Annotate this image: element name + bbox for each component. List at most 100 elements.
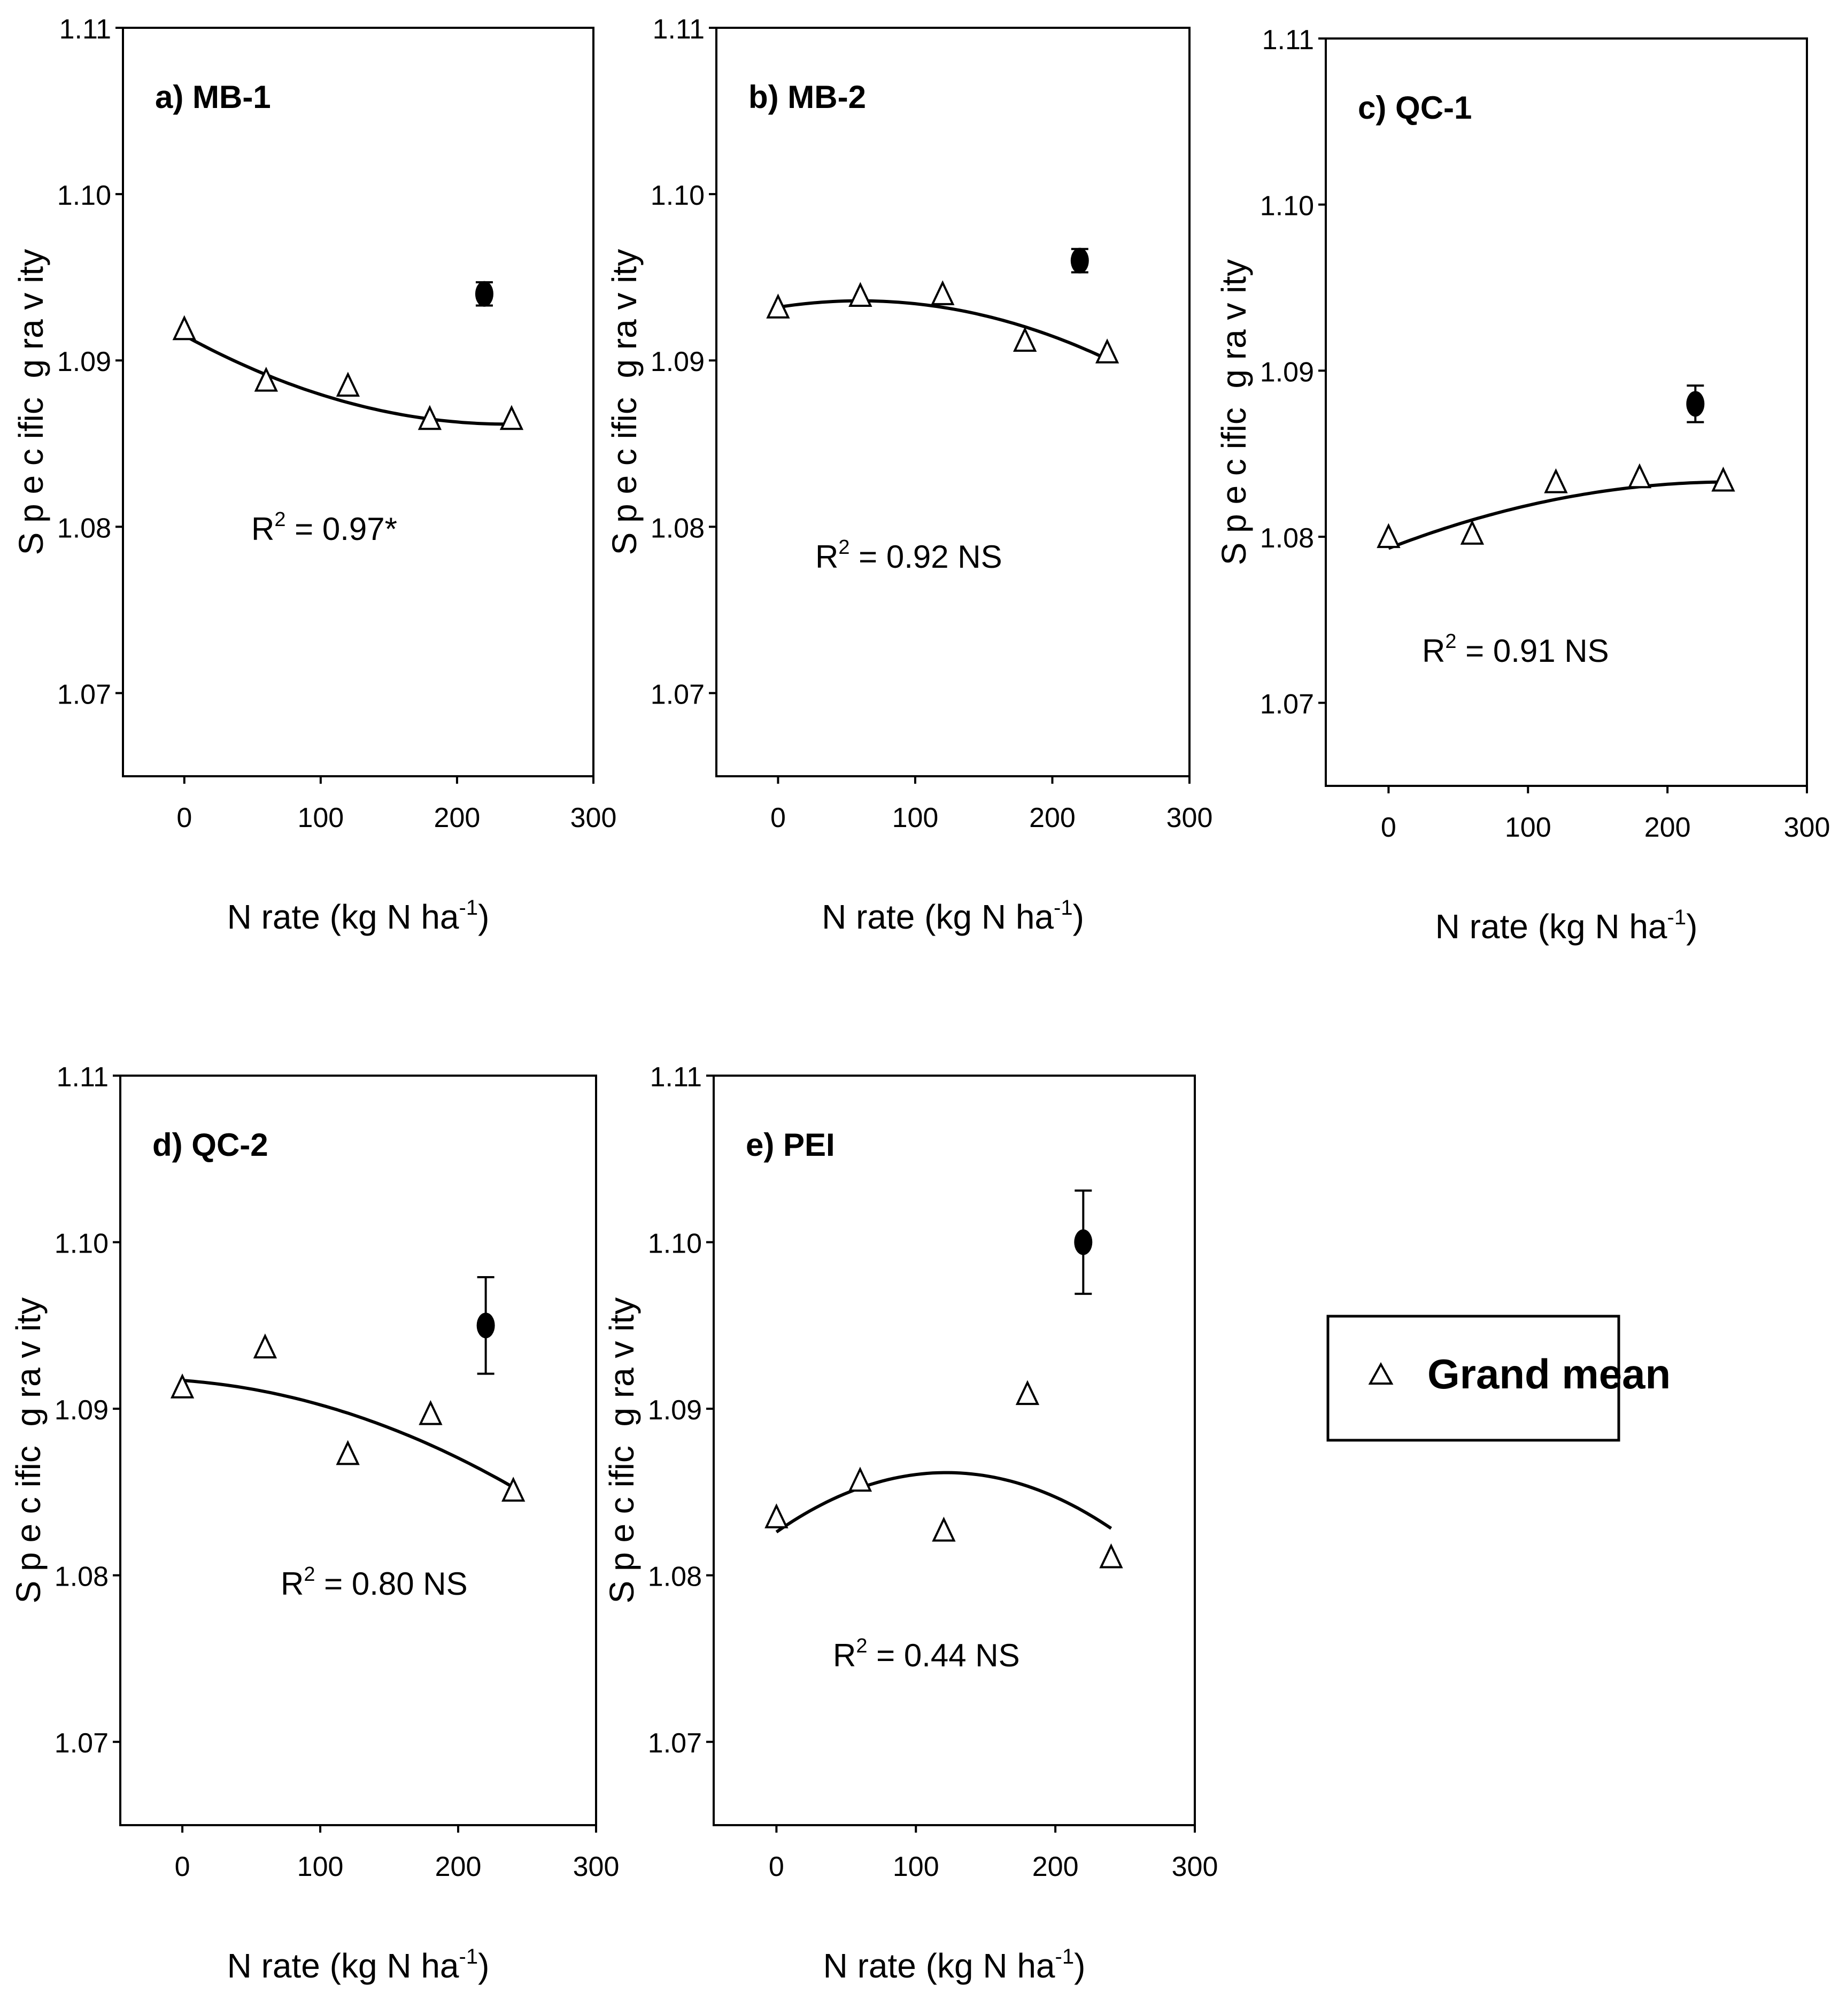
x-axis-label: N rate (kg N ha-1) (1435, 906, 1698, 946)
fit-curve (182, 1379, 514, 1489)
x-tick-label: 100 (1505, 812, 1551, 843)
plot-frame (1325, 37, 1808, 787)
x-axis-label: N rate (kg N ha-1) (822, 896, 1084, 936)
control-point (1074, 1229, 1093, 1255)
y-axis-label: S p e c ific g ra v ity (9, 1297, 48, 1604)
y-tick-label: 1.10 (55, 1229, 109, 1260)
y-tick-label: 1.10 (1260, 191, 1314, 222)
data-point-triangle (254, 367, 278, 392)
data-point-triangle (848, 282, 872, 307)
y-tick-label: 1.08 (57, 513, 111, 544)
x-tick-label: 300 (570, 802, 617, 833)
data-point-triangle (1013, 327, 1037, 352)
data-point-triangle (253, 1333, 277, 1358)
x-tick-label: 0 (1381, 812, 1396, 843)
y-tick-label: 1.10 (651, 180, 705, 211)
control-point (476, 1312, 495, 1339)
y-tick-label: 1.08 (651, 513, 705, 544)
panel-title: a) MB-1 (155, 79, 271, 115)
legend-box (1326, 1315, 1620, 1442)
y-tick-label: 1.11 (57, 1062, 109, 1093)
y-tick-label: 1.11 (1262, 25, 1314, 56)
data-point-triangle (764, 1503, 789, 1528)
data-point-triangle (501, 1477, 526, 1502)
panel-title: d) QC-2 (152, 1127, 268, 1163)
x-tick-label: 200 (1029, 802, 1076, 833)
y-tick-label: 1.09 (648, 1395, 702, 1426)
y-tick-label: 1.07 (57, 679, 111, 710)
r2-annotation: R2 = 0.44 NS (833, 1635, 1020, 1673)
data-point-triangle (1099, 1543, 1123, 1569)
y-tick-label: 1.08 (1260, 523, 1314, 554)
data-point-triangle (336, 372, 360, 397)
y-tick-label: 1.07 (1260, 689, 1314, 720)
data-point-triangle (1377, 523, 1401, 549)
y-tick-label: 1.09 (651, 346, 705, 377)
data-point-triangle (1544, 468, 1568, 493)
r2-annotation: R2 = 0.80 NS (281, 1563, 468, 1602)
data-point-triangle (419, 1400, 443, 1425)
data-point-triangle (1095, 338, 1119, 364)
data-point-triangle (1711, 466, 1735, 492)
x-tick-label: 100 (893, 1851, 939, 1882)
y-tick-label: 1.07 (55, 1728, 109, 1759)
y-tick-label: 1.11 (650, 1062, 702, 1093)
y-axis-label: S p e c ific g ra v ity (605, 249, 644, 555)
data-point-triangle (848, 1466, 872, 1492)
x-tick-label: 200 (1644, 812, 1691, 843)
x-axis-label: N rate (kg N ha-1) (227, 1945, 490, 1985)
y-tick-label: 1.10 (648, 1229, 702, 1260)
data-point-triangle (932, 1516, 956, 1542)
fit-curve (777, 299, 1108, 361)
data-point-triangle (418, 405, 442, 430)
y-axis-label: S p e c ific g ra v ity (602, 1297, 641, 1604)
legend-label: Grand mean (1427, 1350, 1671, 1397)
x-tick-label: 300 (1172, 1851, 1218, 1882)
x-tick-label: 100 (297, 802, 344, 833)
y-tick-label: 1.11 (59, 14, 111, 45)
x-tick-label: 300 (1166, 802, 1213, 833)
r2-annotation: R2 = 0.97* (251, 508, 397, 547)
plot-frame (713, 1075, 1196, 1826)
y-tick-label: 1.09 (55, 1395, 109, 1426)
plot-frame (119, 1075, 597, 1826)
x-tick-label: 200 (1032, 1851, 1079, 1882)
plot-frame (122, 27, 594, 777)
r2-annotation: R2 = 0.91 NS (1422, 630, 1609, 669)
data-point-triangle (1460, 520, 1485, 545)
chart-panel: 1.07 1.08 1.09 1.10 1.11 0 100 200 300 N rate (kg… (1215, 25, 1830, 946)
x-axis-label: N rate (kg N ha-1) (823, 1945, 1086, 1985)
control-point (1070, 248, 1089, 274)
y-tick-label: 1.10 (57, 180, 111, 211)
y-tick-label: 1.09 (57, 346, 111, 377)
x-tick-label: 0 (769, 1851, 784, 1882)
y-axis-label: S p e c ific g ra v ity (12, 249, 50, 555)
x-tick-label: 100 (892, 802, 939, 833)
y-tick-label: 1.07 (651, 679, 705, 710)
x-axis-label: N rate (kg N ha-1) (227, 896, 490, 936)
chart-panel: 1.07 1.08 1.09 1.10 1.11 0 100 200 300 N rate (kg… (602, 1062, 1218, 1985)
plot-frame (715, 27, 1191, 777)
chart-panel: 1.07 1.08 1.09 1.10 1.11 0 100 200 300 N rate (kg… (605, 14, 1212, 936)
x-tick-label: 0 (770, 802, 786, 833)
data-point-triangle (499, 405, 524, 430)
data-point-triangle (170, 1373, 195, 1399)
fit-curve (183, 334, 512, 426)
x-tick-label: 0 (175, 1851, 190, 1882)
x-tick-label: 100 (297, 1851, 344, 1882)
r2-annotation: R2 = 0.92 NS (815, 536, 1002, 575)
chart-panel: 1.07 1.08 1.09 1.10 1.11 0 100 200 300 N rate (kg… (9, 1062, 619, 1985)
y-tick-label: 1.08 (55, 1562, 109, 1593)
y-tick-label: 1.07 (648, 1728, 702, 1759)
panel-title: b) MB-2 (748, 79, 866, 115)
panel-title: c) QC-1 (1358, 90, 1472, 126)
panel-title: e) PEI (746, 1127, 835, 1163)
legend: Grand mean (1326, 1315, 1671, 1442)
data-point-triangle (1015, 1380, 1040, 1405)
control-point (475, 281, 493, 307)
x-tick-label: 300 (1784, 812, 1830, 843)
data-point-triangle (172, 315, 196, 341)
y-axis-label: S p e c ific g ra v ity (1215, 259, 1253, 566)
x-tick-label: 200 (435, 1851, 482, 1882)
